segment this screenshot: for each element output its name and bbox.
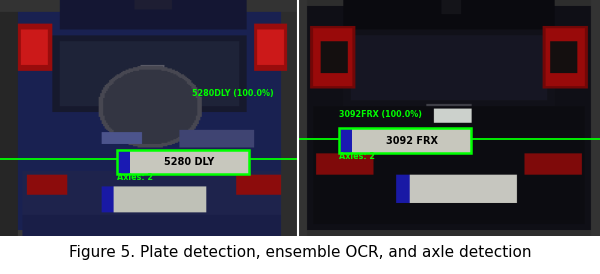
Bar [117, 150, 249, 174]
Text: 3092FRX (100.0%): 3092FRX (100.0%) [339, 110, 422, 119]
Text: Axles: 2: Axles: 2 [117, 173, 153, 182]
Text: 5280DLY (100.0%): 5280DLY (100.0%) [192, 89, 274, 98]
Bar [339, 129, 352, 153]
Bar [117, 150, 130, 174]
Bar [339, 129, 471, 153]
Text: Figure 5. Plate detection, ensemble OCR, and axle detection: Figure 5. Plate detection, ensemble OCR,… [69, 245, 531, 260]
Text: 3092 FRX: 3092 FRX [386, 136, 437, 146]
Text: Axles: 2: Axles: 2 [339, 152, 375, 161]
Text: 5280 DLY: 5280 DLY [164, 157, 215, 167]
